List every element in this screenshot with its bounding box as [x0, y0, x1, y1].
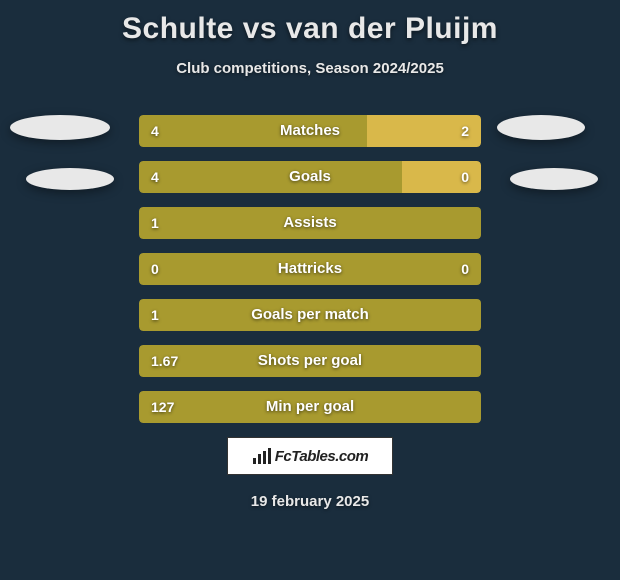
- stat-value-left: 1: [151, 299, 159, 331]
- stat-value-left: 4: [151, 161, 159, 193]
- stat-row: Min per goal127: [139, 391, 481, 423]
- player-left-avatar-mid: [26, 168, 114, 190]
- stat-label: Shots per goal: [139, 345, 481, 377]
- stat-label: Hattricks: [139, 253, 481, 285]
- chart-icon: [252, 448, 272, 464]
- stat-value-left: 1: [151, 207, 159, 239]
- player-left-avatar-top: [10, 115, 110, 140]
- stat-row: Shots per goal1.67: [139, 345, 481, 377]
- stat-label: Assists: [139, 207, 481, 239]
- page-title: Schulte vs van der Pluijm: [0, 0, 620, 46]
- stats-container: Matches42Goals40Assists1Hattricks00Goals…: [0, 115, 620, 423]
- comparison-chart: Matches42Goals40Assists1Hattricks00Goals…: [0, 115, 620, 423]
- stat-label: Matches: [139, 115, 481, 147]
- stat-value-right: 0: [461, 161, 469, 193]
- subtitle: Club competitions, Season 2024/2025: [0, 60, 620, 77]
- stat-value-right: 2: [461, 115, 469, 147]
- stat-label: Goals: [139, 161, 481, 193]
- stat-value-left: 4: [151, 115, 159, 147]
- stat-label: Min per goal: [139, 391, 481, 423]
- stat-row: Goals per match1: [139, 299, 481, 331]
- stat-value-left: 0: [151, 253, 159, 285]
- logo-text: FcTables.com: [275, 448, 368, 465]
- stat-value-left: 1.67: [151, 345, 178, 377]
- site-logo: FcTables.com: [227, 437, 393, 475]
- stat-value-right: 0: [461, 253, 469, 285]
- player-right-avatar-mid: [510, 168, 598, 190]
- stat-row: Assists1: [139, 207, 481, 239]
- stat-value-left: 127: [151, 391, 174, 423]
- player-right-avatar-top: [497, 115, 585, 140]
- stat-row: Goals4 0: [139, 161, 481, 193]
- stat-row: Matches4 2: [139, 115, 481, 147]
- stat-row: Hattricks0 0: [139, 253, 481, 285]
- stat-label: Goals per match: [139, 299, 481, 331]
- date-label: 19 february 2025: [0, 493, 620, 510]
